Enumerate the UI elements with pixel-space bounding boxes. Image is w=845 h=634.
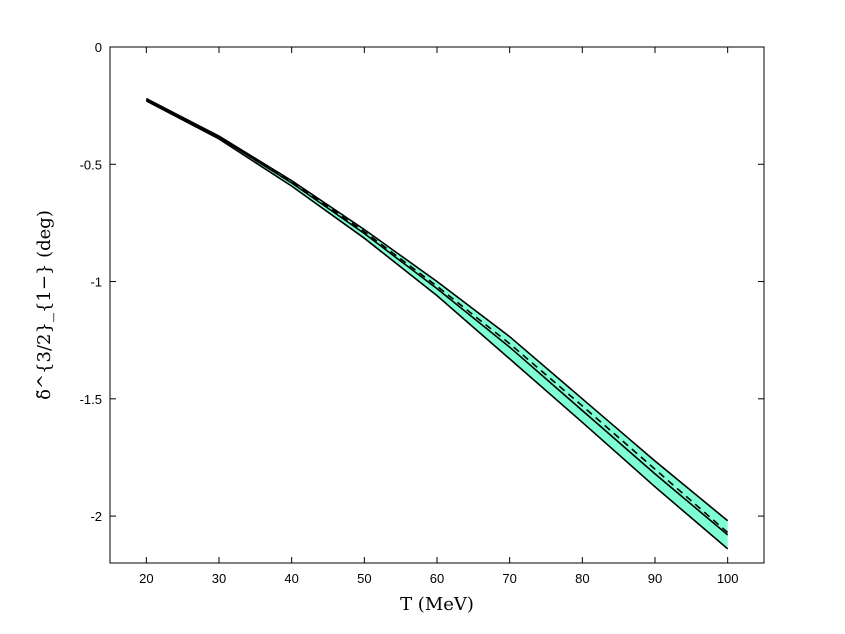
uncertainty-band (146, 98, 728, 549)
x-tick-label: 80 (575, 571, 589, 586)
x-tick-label: 60 (430, 571, 444, 586)
x-tick-label: 30 (212, 571, 226, 586)
y-tick-label: -0.5 (80, 157, 102, 172)
y-tick-label: -1 (90, 275, 102, 290)
x-tick-label: 90 (648, 571, 662, 586)
y-tick-label: 0 (95, 40, 102, 55)
band-lower-line (145, 100, 729, 550)
y-tick-label: -2 (90, 509, 102, 524)
y-axis-label: δ̃^{3/2}_{1−} (deg) (34, 210, 55, 400)
y-tick-label: -1.5 (80, 392, 102, 407)
x-tick-label: 100 (717, 571, 739, 586)
x-tick-label: 70 (502, 571, 516, 586)
x-axis-label: T (MeV) (400, 594, 474, 615)
x-tick-label: 40 (284, 571, 298, 586)
x-tick-label: 50 (357, 571, 371, 586)
x-tick-label: 20 (139, 571, 153, 586)
dashed-line (145, 99, 729, 534)
